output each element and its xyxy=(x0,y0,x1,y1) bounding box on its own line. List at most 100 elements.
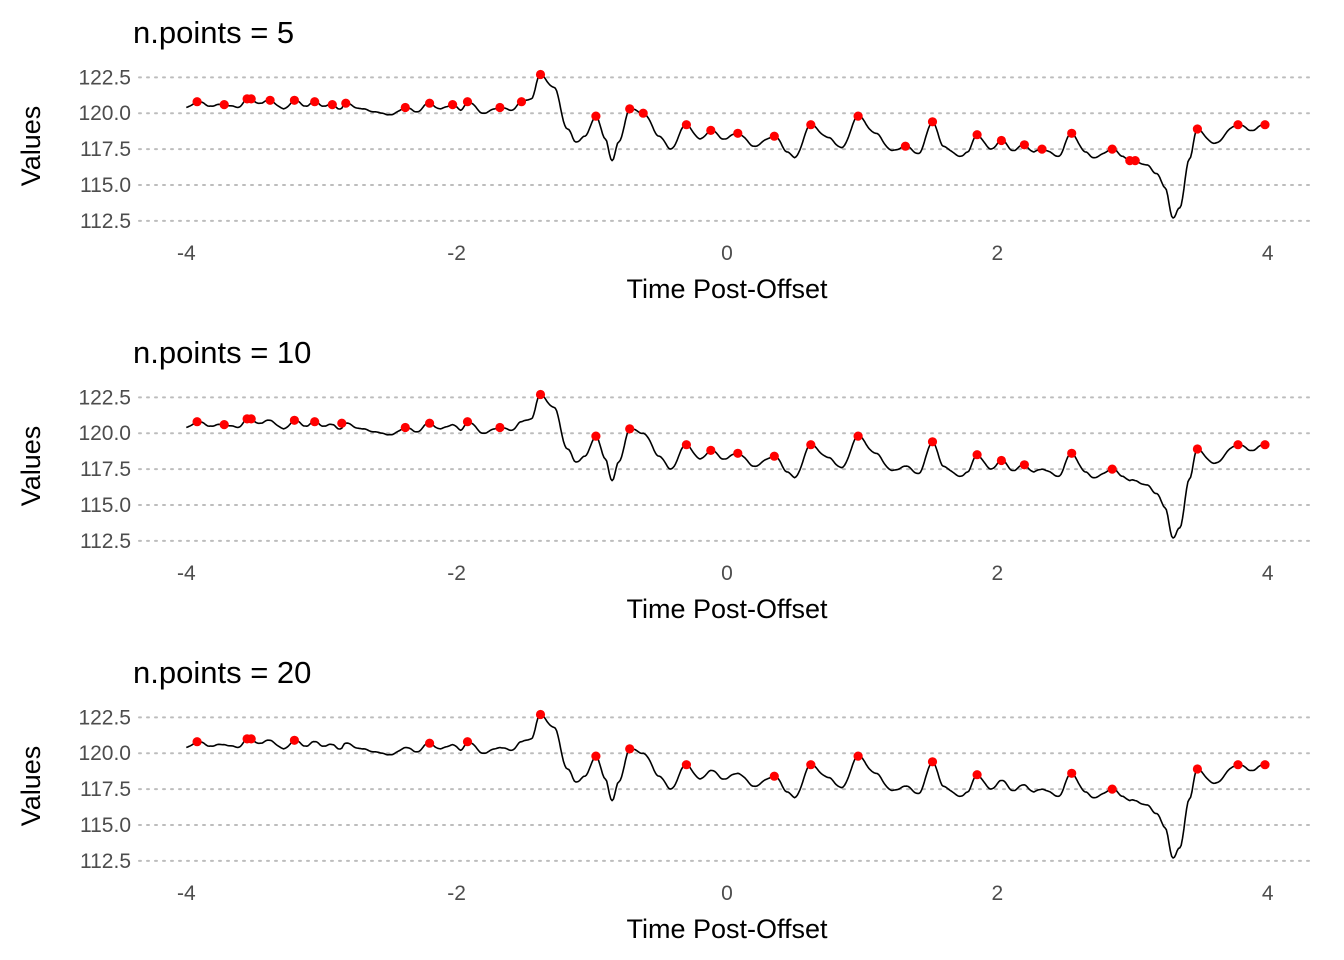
series-line xyxy=(186,393,1266,539)
peak-point xyxy=(769,451,779,461)
x-tick-label: -2 xyxy=(447,242,466,265)
peak-point xyxy=(535,69,546,80)
peak-point xyxy=(927,757,938,767)
y-tick-label: 115.0 xyxy=(80,174,131,197)
peak-point xyxy=(853,431,863,441)
peak-point xyxy=(265,95,275,105)
peak-point xyxy=(1233,440,1243,450)
peak-point xyxy=(337,418,347,428)
peak-point xyxy=(625,744,635,754)
peak-point xyxy=(1019,140,1029,150)
peak-point xyxy=(310,97,320,107)
x-tick-label: -4 xyxy=(177,882,196,905)
peak-point xyxy=(425,98,435,108)
peak-point xyxy=(1233,120,1243,130)
peak-point xyxy=(192,417,202,427)
peak-point xyxy=(400,102,410,113)
peak-point xyxy=(448,100,458,110)
peak-point xyxy=(806,120,816,130)
peak-point xyxy=(219,420,229,430)
peak-point xyxy=(900,141,911,151)
peak-point xyxy=(625,424,635,434)
peak-point xyxy=(1107,144,1117,154)
y-tick-label: 117.5 xyxy=(80,778,131,801)
panel-title: n.points = 10 xyxy=(133,335,311,370)
peak-point xyxy=(625,104,635,114)
x-tick-label: 0 xyxy=(721,882,733,905)
x-tick-label: 0 xyxy=(721,562,733,585)
peak-point xyxy=(1260,120,1270,130)
peak-point xyxy=(591,431,601,441)
peak-point xyxy=(192,737,202,747)
peak-point xyxy=(733,128,743,138)
series-line xyxy=(186,73,1266,219)
peak-point xyxy=(462,97,473,107)
peak-point xyxy=(327,100,337,110)
peak-point xyxy=(1067,768,1077,778)
peak-point xyxy=(1260,760,1270,770)
x-tick-label: 4 xyxy=(1262,882,1274,905)
peak-point xyxy=(1037,144,1047,154)
panel-2: n.points = 10 112.5 115.0 117.5 120.0 122.5 -4… xyxy=(16,335,1316,624)
x-tick-label: -4 xyxy=(177,562,196,585)
y-tick-label: 120.0 xyxy=(78,102,131,125)
peak-point xyxy=(246,94,256,104)
peak-point xyxy=(246,734,256,744)
peak-point xyxy=(769,771,779,781)
peak-point xyxy=(1067,128,1077,138)
peak-point xyxy=(591,751,601,761)
peak-point xyxy=(341,98,351,108)
peak-point xyxy=(400,422,410,433)
peak-point xyxy=(495,102,505,113)
y-tick-label: 117.5 xyxy=(80,138,131,161)
peak-point xyxy=(1019,460,1029,470)
peak-point xyxy=(1130,156,1140,166)
peak-point xyxy=(462,737,473,747)
x-axis-label: Time Post-Offset xyxy=(626,594,828,624)
peak-point xyxy=(733,448,743,458)
peak-point xyxy=(1233,760,1243,770)
y-tick-label: 112.5 xyxy=(80,850,131,873)
y-tick-label: 120.0 xyxy=(78,422,131,445)
peak-point xyxy=(972,130,982,140)
x-axis-label: Time Post-Offset xyxy=(626,914,828,944)
peak-point xyxy=(638,108,648,118)
peak-point xyxy=(927,117,938,127)
peak-point xyxy=(1192,444,1202,454)
x-tick-label: 4 xyxy=(1262,562,1274,585)
peak-point xyxy=(246,414,256,424)
panel-1: n.points = 5 112.5 115.0 117.5 120.0 122.5 -4 -… xyxy=(16,15,1316,304)
peak-point xyxy=(1192,124,1202,134)
panel-3: n.points = 20 112.5 115.0 117.5 120.0 122.5 -4… xyxy=(16,655,1316,944)
y-axis-label: Values xyxy=(16,426,46,507)
y-tick-label: 122.5 xyxy=(78,386,131,409)
x-tick-label: 4 xyxy=(1262,242,1274,265)
x-tick-label: 2 xyxy=(992,882,1004,905)
y-axis-label: Values xyxy=(16,106,46,187)
x-tick-label: -2 xyxy=(447,882,466,905)
y-tick-label: 122.5 xyxy=(78,706,131,729)
peak-point xyxy=(219,100,229,110)
peak-point xyxy=(495,422,505,433)
y-tick-label: 120.0 xyxy=(78,742,131,765)
peak-point xyxy=(535,709,546,720)
x-tick-label: 0 xyxy=(721,242,733,265)
peak-point xyxy=(806,760,816,770)
peak-point xyxy=(310,417,320,427)
peak-point xyxy=(535,389,546,400)
peak-point xyxy=(289,95,299,105)
y-tick-label: 117.5 xyxy=(80,458,131,481)
peak-point xyxy=(289,735,299,745)
peak-point xyxy=(192,97,202,107)
x-tick-label: 2 xyxy=(992,242,1004,265)
x-axis-label: Time Post-Offset xyxy=(626,274,828,304)
peak-point xyxy=(462,417,473,427)
y-tick-label: 115.0 xyxy=(80,494,131,517)
peak-point xyxy=(996,135,1007,146)
panel-title: n.points = 5 xyxy=(133,15,294,50)
y-tick-label: 122.5 xyxy=(78,66,131,89)
peak-point xyxy=(681,440,692,450)
y-tick-label: 112.5 xyxy=(80,530,131,553)
peak-point xyxy=(853,111,863,121)
